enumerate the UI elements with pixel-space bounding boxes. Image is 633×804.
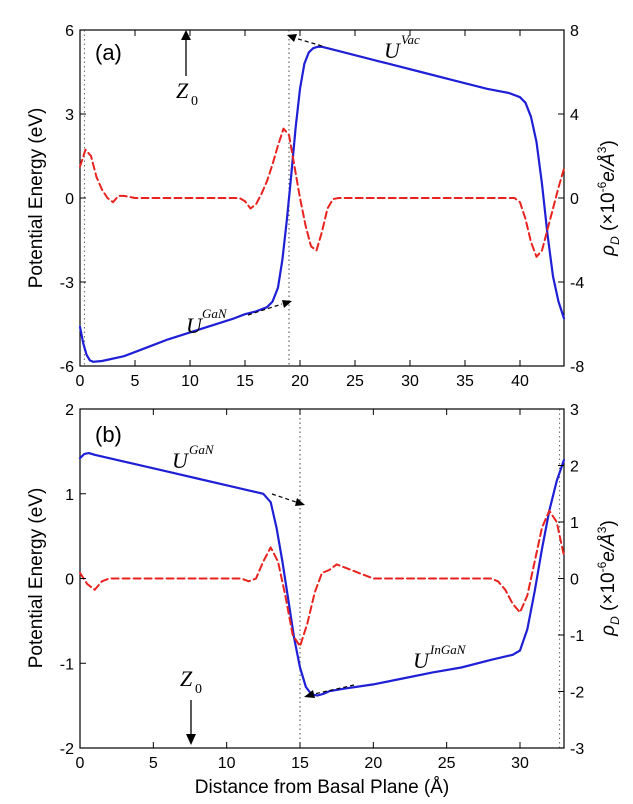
y-tick-label-right: 3 bbox=[570, 402, 579, 419]
x-tick-label: 15 bbox=[291, 755, 309, 772]
y-tick-label-right: 4 bbox=[570, 107, 579, 124]
charge-density-line bbox=[79, 127, 565, 258]
y-tick-label-left: 3 bbox=[65, 107, 74, 124]
x-tick-label: 35 bbox=[456, 373, 474, 390]
panel-a: 0 5 10 15 20 25 30 35 40 -6 -3 0 3 6 -8 -4 0 4 8 (a) Z 0 U… bbox=[26, 23, 622, 390]
u-gan-superscript: GaN bbox=[202, 306, 228, 321]
potential-energy-line bbox=[78, 45, 566, 363]
potential-energy-line bbox=[78, 452, 566, 697]
y-tick-label-right: -3 bbox=[570, 741, 584, 758]
x-tick-label: 30 bbox=[401, 373, 419, 390]
y-axis-label-right: ρD (×10-6e/Å3) bbox=[595, 520, 622, 637]
z0-label: Z bbox=[176, 78, 189, 103]
x-tick-label: 20 bbox=[291, 373, 309, 390]
z0-subscript: 0 bbox=[191, 94, 198, 109]
series-layer bbox=[78, 409, 566, 748]
u-vac-label: U bbox=[384, 38, 402, 63]
u-ingan-superscript: InGaN bbox=[429, 642, 467, 657]
y-tick-label-right: 0 bbox=[570, 572, 579, 589]
panel-label: (b) bbox=[95, 422, 122, 447]
z0-label: Z bbox=[180, 666, 193, 691]
x-tick-label: 20 bbox=[364, 755, 382, 772]
z0-annotation: Z 0 bbox=[180, 666, 202, 745]
x-tick-label: 40 bbox=[511, 373, 529, 390]
u-gan-superscript: GaN bbox=[189, 442, 215, 457]
u-gan-label: U bbox=[186, 313, 204, 338]
y-tick-label-right: -1 bbox=[570, 628, 584, 645]
y-tick-label-left: -3 bbox=[60, 275, 74, 292]
y-tick-label-left: 2 bbox=[65, 402, 74, 419]
u-ingan-annotation: U InGaN bbox=[304, 642, 467, 698]
x-tick-label: 5 bbox=[131, 373, 140, 390]
z0-subscript: 0 bbox=[195, 682, 202, 697]
svg-text:ρD (×10-6e/Å3): ρD (×10-6e/Å3) bbox=[595, 140, 622, 257]
y-tick-label-left: 1 bbox=[65, 487, 74, 504]
y-tick-label-right: -4 bbox=[570, 275, 584, 292]
x-tick-label: 0 bbox=[76, 373, 85, 390]
x-tick-label: 30 bbox=[511, 755, 529, 772]
y-tick-label-left: 0 bbox=[65, 191, 74, 208]
panel-label: (a) bbox=[95, 40, 122, 65]
u-gan-annotation: U GaN bbox=[186, 300, 292, 338]
u-gan-annotation: U GaN bbox=[172, 442, 305, 506]
charge-density-line bbox=[79, 509, 565, 648]
u-vac-superscript: Vac bbox=[401, 32, 420, 47]
y-tick-label-left: 0 bbox=[65, 572, 74, 589]
y-tick-label-left: -6 bbox=[60, 359, 74, 376]
svg-text:ρD (×10-6e/Å3): ρD (×10-6e/Å3) bbox=[595, 520, 622, 637]
z0-annotation: Z 0 bbox=[176, 30, 198, 109]
x-tick-label: 10 bbox=[218, 755, 236, 772]
u-ingan-label: U bbox=[413, 648, 431, 673]
y-axis-label-right: ρD (×10-6e/Å3) bbox=[595, 140, 622, 257]
y-tick-label-right: 1 bbox=[570, 515, 579, 532]
u-gan-label: U bbox=[172, 448, 190, 473]
x-tick-label: 0 bbox=[76, 755, 85, 772]
y-tick-label-right: -2 bbox=[570, 685, 584, 702]
y-tick-label-left: -1 bbox=[60, 656, 74, 673]
x-axis-label: Distance from Basal Plane (Å) bbox=[195, 777, 450, 798]
y-tick-label-right: -8 bbox=[570, 359, 584, 376]
y-axis-label-left: Potential Energy (eV) bbox=[26, 488, 47, 669]
y-tick-label-right: 0 bbox=[570, 191, 579, 208]
x-tick-label: 25 bbox=[438, 755, 456, 772]
x-tick-label: 10 bbox=[181, 373, 199, 390]
x-tick-label: 5 bbox=[149, 755, 158, 772]
x-tick-label: 25 bbox=[346, 373, 364, 390]
u-vac-annotation: U Vac bbox=[287, 32, 420, 63]
y-tick-label-right: 8 bbox=[570, 23, 579, 40]
series-layer bbox=[78, 30, 566, 366]
y-axis-label-left: Potential Energy (eV) bbox=[26, 108, 47, 289]
x-tick-label: 15 bbox=[236, 373, 254, 390]
tick-layer: 0 5 10 15 20 25 30 -2 -1 0 1 2 -3 -2 -1 0 1 2 3 bbox=[60, 402, 585, 772]
y-tick-label-left: -2 bbox=[60, 741, 74, 758]
tick-layer: 0 5 10 15 20 25 30 35 40 -6 -3 0 3 6 -8 -4 0 4 8 bbox=[60, 23, 585, 390]
y-tick-label-right: 2 bbox=[570, 459, 579, 476]
y-tick-label-left: 6 bbox=[65, 23, 74, 40]
